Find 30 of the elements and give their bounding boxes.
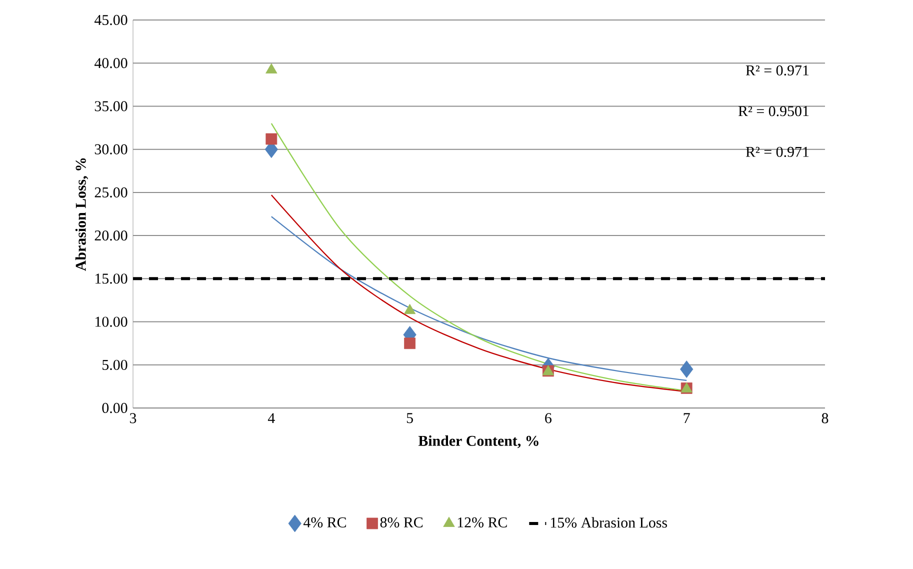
legend-label: 8% RC [380,517,423,528]
y-tick-label: 15.00 [96,274,128,284]
point [404,304,416,314]
x-tick-label: 3 [130,413,136,424]
x-tick-label: 6 [545,413,552,424]
legend-label: 15% Abrasion Loss [550,517,667,528]
y-axis-title: Abrasion Loss, % [75,158,88,271]
y-tick-label: 0.00 [102,402,128,414]
x-tick-label: 4 [268,413,275,424]
y-tick-label: 40.00 [94,58,128,68]
y-tick-label: 45.00 [94,14,128,26]
annotation: R² = 0.971 [746,65,809,76]
y-tick-label: 35.00 [94,101,128,112]
y-tick-label: 25.00 [94,187,128,198]
point [266,133,278,145]
x-axis-title: Binder Content, % [418,435,538,448]
legend-label: 4% RC [303,517,346,528]
legend-label: 12% RC [458,517,507,528]
x-tick-label: 8 [822,413,828,424]
line-series [270,216,688,382]
x-tick-label: 7 [684,413,690,423]
y-tick-label: 20.00 [94,230,128,241]
x-tick-label: 5 [406,413,413,424]
point [404,338,416,350]
y-tick-label: 10.00 [96,316,128,327]
y-tick-label: 5.00 [102,360,128,370]
y-tick-label: 30.00 [94,144,128,154]
annotation: R² = 0.971 [746,146,809,157]
annotation: R² = 0.9501 [738,106,809,116]
point [680,360,694,378]
